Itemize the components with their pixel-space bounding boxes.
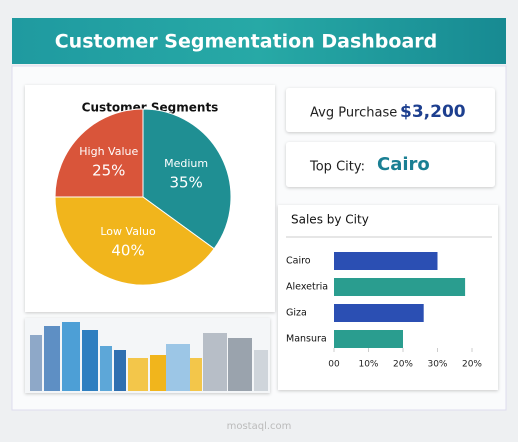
bar [334,304,424,322]
bar [334,278,466,296]
y-tick-label: Giza [286,308,307,319]
kpi-label: Avg Purchase [310,106,397,121]
slice-label: Medium [164,157,208,170]
watermark: mostaql.com [227,421,292,432]
pie-slice [142,108,232,250]
y-tick-label: Mansura [286,334,327,345]
y-tick-label: Alexetria [286,282,328,293]
slice-value: 25% [92,161,125,179]
kpi-card [286,88,495,132]
kpi-label: Top City: [309,160,365,175]
x-tick-label: 00 [328,360,340,370]
bar [334,252,438,270]
skyline [25,318,270,393]
slice-label: Low Valuo [100,225,156,238]
pie-slice [54,108,144,198]
bar [334,330,403,348]
pie-slice [54,196,215,286]
header-band [12,18,506,64]
pie-title: Customer Segments [82,101,219,115]
x-tick-label: 20% [462,360,482,370]
kpi-value: $3,200 [400,102,466,122]
kpi-card [286,142,495,187]
slice-value: 40% [111,242,144,260]
x-tick-label: 30% [427,360,447,370]
slice-value: 35% [169,174,202,192]
bar-title: Sales by City [291,213,369,227]
y-tick-label: Cairo [286,256,311,267]
bar-card [278,205,498,390]
kpi-value: Cairo [377,154,430,175]
header-title: Customer Segmentation Dashboard [55,31,438,53]
slice-label: High Value [79,145,138,158]
x-tick-label: 20% [393,360,413,370]
x-tick-label: 10% [358,360,378,370]
